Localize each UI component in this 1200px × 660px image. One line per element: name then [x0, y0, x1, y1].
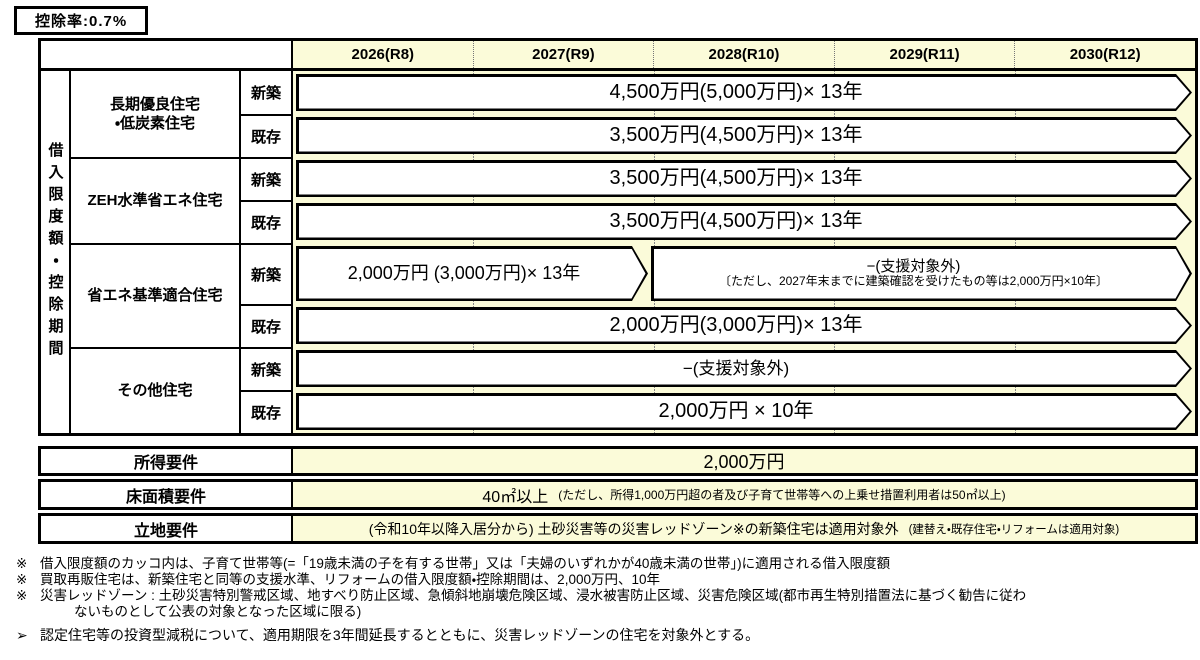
- arrow-value-text: 2,000万円(3,000万円)× 13年: [609, 314, 863, 336]
- footnote-marker: ※: [16, 556, 28, 571]
- value-arrow: 3,500万円(4,500万円)× 13年: [296, 203, 1192, 240]
- category-label: 長期優良住宅 ・低炭素住宅: [71, 71, 241, 157]
- footnote-text-line2: ないものとして公表の対象となった区域に限る): [74, 604, 362, 619]
- footnote-1: ※ 借入限度額のカッコ内は、子育て世帯等(=「19歳未満の子を有する世帯」又は「…: [16, 556, 1191, 572]
- requirement-value-text: 40㎡以上: [482, 488, 549, 506]
- requirement-note-text: (建替え・既存住宅・リフォームは適用対象): [908, 523, 1120, 536]
- category-line1: その他住宅: [117, 382, 193, 400]
- category-label: 省エネ基準適合住宅: [71, 243, 241, 347]
- requirement-label: 立地要件: [41, 516, 293, 541]
- arrow-main-text: −(支援対象外): [866, 257, 961, 275]
- value-track: 2,000万円 × 10年: [293, 390, 1195, 433]
- value-track: 2,000万円 (3,000万円)× 13年 −(支援対象外) 〔ただし、202…: [293, 243, 1195, 304]
- group-other-housing: その他住宅 新築 −(支援対象外): [71, 347, 1195, 433]
- year-header-2026: 2026(R8): [293, 41, 473, 68]
- value-arrow: 2,000万円(3,000万円)× 13年: [296, 307, 1192, 344]
- group-energy-standard: 省エネ基準適合住宅 新築 2,000万円 (3,000万円)× 13年: [71, 243, 1195, 347]
- footnote-marker: ※: [16, 588, 28, 603]
- requirement-value: 2,000万円: [293, 449, 1195, 473]
- floor-area-requirement-row: 床面積要件 40㎡以上 (ただし、所得1,000万円超の者及び子育て世帯等への上…: [38, 479, 1198, 510]
- arrow-value-text: 3,500万円(4,500万円)× 13年: [609, 210, 863, 232]
- table-row: 新築 −(支援対象外): [241, 347, 1195, 390]
- left-axis-label: 借入限度額・控除期間: [41, 71, 71, 433]
- table-row: 新築 2,000万円 (3,000万円)× 13年: [241, 243, 1195, 304]
- bullet-arrow-icon: ➢: [16, 627, 28, 643]
- footnote-text-line1: 災害レッドゾーン : 土砂災害特別警戒区域、地すべり防止区域、急傾斜地崩壊危険区…: [40, 588, 1027, 603]
- value-track: 4,500万円(5,000万円)× 13年: [293, 71, 1195, 114]
- table-row: 既存 2,000万円 × 10年: [241, 390, 1195, 433]
- year-header-row: 2026(R8) 2027(R9) 2028(R10) 2029(R11) 20…: [41, 41, 1195, 71]
- arrow-value-text: 4,500万円(5,000万円)× 13年: [609, 81, 863, 103]
- build-type-label: 既存: [241, 304, 293, 347]
- requirement-value: (令和10年以降入居分から) 土砂災害等の災害レッドゾーン※の新築住宅は適用対象…: [293, 516, 1195, 541]
- value-arrow: 3,500万円(4,500万円)× 13年: [296, 160, 1192, 197]
- footnote-marker: ※: [16, 572, 28, 587]
- bullet-text: 認定住宅等の投資型減税について、適用期限を3年間延長するとともに、災害レッドゾー…: [40, 627, 760, 643]
- group-certified-low-carbon: 長期優良住宅 ・低炭素住宅 新築 4,500万円(5,000万円)× 13年: [71, 71, 1195, 157]
- requirement-label: 床面積要件: [41, 482, 293, 507]
- footnote-text: 災害レッドゾーン : 土砂災害特別警戒区域、地すべり防止区域、急傾斜地崩壊危険区…: [40, 588, 1191, 620]
- build-type-label: 既存: [241, 114, 293, 157]
- arrow-value-text: 3,500万円(4,500万円)× 13年: [609, 167, 863, 189]
- group-zeh: ZEH水準省エネ住宅 新築 3,500万円(4,500万円)× 13年: [71, 157, 1195, 243]
- build-type-label: 新築: [241, 243, 293, 304]
- category-line2: ・低炭素住宅: [114, 115, 196, 132]
- build-type-label: 新築: [241, 157, 293, 200]
- category-line1: 省エネ基準適合住宅: [87, 287, 223, 305]
- table-row: 新築 4,500万円(5,000万円)× 13年: [241, 71, 1195, 114]
- category-label: ZEH水準省エネ住宅: [71, 157, 241, 243]
- location-requirement-row: 立地要件 (令和10年以降入居分から) 土砂災害等の災害レッドゾーン※の新築住宅…: [38, 513, 1198, 544]
- table-body: 借入限度額・控除期間 長期優良住宅 ・低炭素住宅 新築: [41, 71, 1195, 433]
- build-type-label: 既存: [241, 390, 293, 433]
- header-corner-cell: [41, 41, 293, 68]
- footnote-text: 買取再販住宅は、新築住宅と同等の支援水準、リフォームの借入限度額・控除期間は、2…: [40, 572, 660, 587]
- table-row: 既存 2,000万円(3,000万円)× 13年: [241, 304, 1195, 347]
- value-track: −(支援対象外): [293, 347, 1195, 390]
- category-line1: ZEH水準省エネ住宅: [87, 192, 223, 210]
- year-header-2030: 2030(R12): [1014, 41, 1195, 68]
- arrow-note-text: 〔ただし、2027年末までに建築確認を受けたもの等は2,000万円×10年〕: [718, 274, 1109, 289]
- income-requirement-row: 所得要件 2,000万円: [38, 446, 1198, 476]
- arrow-value-text: 3,500万円(4,500万円)× 13年: [609, 124, 863, 146]
- category-line1: 長期優良住宅: [109, 95, 200, 113]
- table-row: 新築 3,500万円(4,500万円)× 13年: [241, 157, 1195, 200]
- value-arrow-2028-2030: −(支援対象外) 〔ただし、2027年末までに建築確認を受けたもの等は2,000…: [651, 246, 1192, 301]
- year-header-2028: 2028(R10): [653, 41, 834, 68]
- year-header-2027: 2027(R9): [472, 41, 654, 68]
- value-track: 3,500万円(4,500万円)× 13年: [293, 114, 1195, 157]
- requirement-note-text: (ただし、所得1,000万円超の者及び子育て世帯等への上乗せ措置利用者は50㎡以…: [558, 488, 1006, 502]
- arrow-value-text: 2,000万円 × 10年: [658, 400, 814, 422]
- arrow-value-text: −(支援対象外): [682, 358, 790, 378]
- build-type-label: 新築: [241, 347, 293, 390]
- build-type-label: 既存: [241, 200, 293, 243]
- value-arrow: 4,500万円(5,000万円)× 13年: [296, 74, 1192, 111]
- footnotes: ※ 借入限度額のカッコ内は、子育て世帯等(=「19歳未満の子を有する世帯」又は「…: [16, 556, 1191, 643]
- value-arrow: −(支援対象外): [296, 350, 1192, 387]
- value-arrow: 2,000万円 × 10年: [296, 393, 1192, 430]
- footnote-3: ※ 災害レッドゾーン : 土砂災害特別警戒区域、地すべり防止区域、急傾斜地崩壊危…: [16, 588, 1191, 620]
- category-label: その他住宅: [71, 347, 241, 433]
- requirement-value-text: (令和10年以降入居分から) 土砂災害等の災害レッドゾーン※の新築住宅は適用対象…: [368, 520, 899, 537]
- footnote-text: 借入限度額のカッコ内は、子育て世帯等(=「19歳未満の子を有する世帯」又は「夫婦…: [40, 556, 891, 571]
- bullet-note: ➢ 認定住宅等の投資型減税について、適用期限を3年間延長するとともに、災害レッド…: [16, 627, 1191, 643]
- category-groups: 長期優良住宅 ・低炭素住宅 新築 4,500万円(5,000万円)× 13年: [71, 71, 1195, 433]
- requirement-value: 40㎡以上 (ただし、所得1,000万円超の者及び子育て世帯等への上乗せ措置利用…: [293, 482, 1195, 507]
- footnote-2: ※ 買取再販住宅は、新築住宅と同等の支援水準、リフォームの借入限度額・控除期間は…: [16, 572, 1191, 588]
- value-track: 2,000万円(3,000万円)× 13年: [293, 304, 1195, 347]
- value-arrow: 3,500万円(4,500万円)× 13年: [296, 117, 1192, 154]
- table-row: 既存 3,500万円(4,500万円)× 13年: [241, 114, 1195, 157]
- value-track: 3,500万円(4,500万円)× 13年: [293, 157, 1195, 200]
- value-track: 3,500万円(4,500万円)× 13年: [293, 200, 1195, 243]
- loan-limit-table: 2026(R8) 2027(R9) 2028(R10) 2029(R11) 20…: [38, 38, 1198, 436]
- value-arrow-2026-2027: 2,000万円 (3,000万円)× 13年: [296, 246, 648, 301]
- year-header-2029: 2029(R11): [833, 41, 1015, 68]
- table-row: 既存 3,500万円(4,500万円)× 13年: [241, 200, 1195, 243]
- build-type-label: 新築: [241, 71, 293, 114]
- requirement-value-text: 2,000万円: [703, 452, 785, 472]
- arrow-value-text: 2,000万円 (3,000万円)× 13年: [347, 263, 581, 284]
- deduction-rate-box: 控除率:0.7%: [14, 6, 149, 35]
- requirement-label: 所得要件: [41, 449, 293, 473]
- arrow-value-text: −(支援対象外) 〔ただし、2027年末までに建築確認を受けたもの等は2,000…: [659, 246, 1168, 301]
